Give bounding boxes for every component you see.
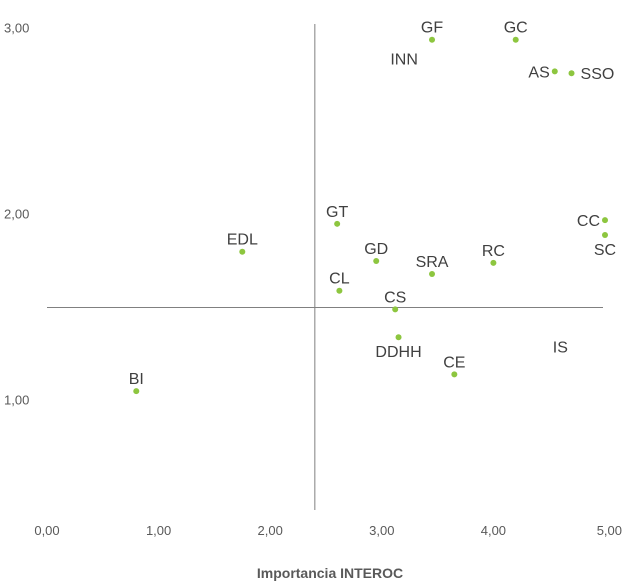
data-point-edl <box>239 248 246 255</box>
x-tick-label: 3,00 <box>369 523 394 538</box>
point-label-is: IS <box>553 340 568 357</box>
y-tick-label: 2,00 <box>4 207 29 222</box>
data-point-gd <box>373 258 380 264</box>
point-label-cl: CL <box>329 271 350 288</box>
point-label-edl: EDL <box>227 232 258 249</box>
point-label-gt: GT <box>326 204 348 221</box>
data-point-gt <box>334 220 341 227</box>
point-label-gc: GC <box>504 20 528 37</box>
point-label-bi: BI <box>129 371 144 388</box>
data-point-rc <box>490 259 497 266</box>
data-point-ce <box>451 371 458 378</box>
point-label-inn: INN <box>390 51 418 68</box>
data-point-cl <box>336 287 343 294</box>
point-label-cc: CC <box>577 213 600 230</box>
y-tick-label: 1,00 <box>4 392 29 407</box>
point-labels: GF GC INN AS SSO GT CC SC EDL GD RC SRA CL CS DDHH IS CE… <box>129 20 616 388</box>
point-label-as: AS <box>528 64 549 81</box>
point-label-cs: CS <box>384 289 406 306</box>
x-tick-label: 2,00 <box>258 523 283 538</box>
point-label-sc: SC <box>594 242 616 259</box>
data-point-as <box>551 68 558 75</box>
data-point-gc <box>512 36 519 43</box>
x-tick-label: 1,00 <box>146 523 171 538</box>
x-axis-ticks: 0,00 1,00 2,00 3,00 4,00 5,00 <box>34 523 622 538</box>
y-tick-label: 3,00 <box>4 21 29 36</box>
data-point-ddhh <box>395 334 402 341</box>
point-label-ddhh: DDHH <box>375 344 421 361</box>
data-point-cc <box>602 217 608 224</box>
x-axis-label: Importancia INTEROC <box>257 565 403 581</box>
point-label-sso: SSO <box>581 66 615 83</box>
data-point-bi <box>133 388 140 395</box>
point-label-gf: GF <box>421 20 443 37</box>
x-tick-label: 0,00 <box>34 523 59 538</box>
x-tick-label: 5,00 <box>597 523 622 538</box>
point-label-sra: SRA <box>416 254 449 271</box>
data-point-sso <box>568 70 575 77</box>
data-point-gf <box>429 36 436 43</box>
data-point-sc <box>602 231 608 238</box>
data-point-cs <box>392 306 399 313</box>
data-point-sra <box>429 271 436 278</box>
point-label-ce: CE <box>443 354 465 371</box>
point-label-gd: GD <box>364 241 388 258</box>
point-label-rc: RC <box>482 243 505 260</box>
y-axis-ticks: 1,00 2,00 3,00 <box>4 21 29 408</box>
x-tick-label: 4,00 <box>481 523 506 538</box>
data-points <box>133 36 608 395</box>
